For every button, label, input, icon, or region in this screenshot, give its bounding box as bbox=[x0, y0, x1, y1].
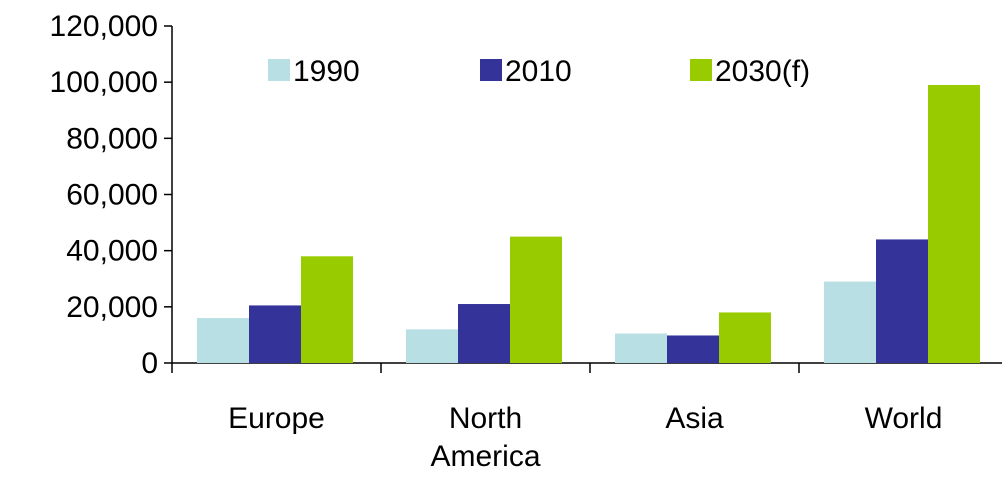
legend-swatch bbox=[268, 59, 290, 81]
x-category-label: Asia bbox=[665, 402, 724, 435]
legend-label: 2010 bbox=[505, 55, 572, 88]
y-tick-label: 100,000 bbox=[50, 66, 158, 99]
x-category-label: America bbox=[430, 440, 540, 473]
bar-2010-asia bbox=[667, 335, 719, 363]
x-category-label: North bbox=[449, 402, 522, 435]
bar-1990-asia bbox=[615, 333, 667, 363]
bar-2010-world bbox=[876, 239, 928, 363]
y-tick-label: 0 bbox=[141, 347, 158, 380]
bar-2030f-asia bbox=[719, 312, 771, 363]
y-tick-label: 20,000 bbox=[66, 291, 158, 324]
legend-label: 1990 bbox=[293, 55, 360, 88]
bar-2030f-north-america bbox=[510, 236, 562, 363]
legend-label: 2030(f) bbox=[715, 55, 810, 88]
bar-2030f-europe bbox=[301, 256, 353, 363]
y-tick-label: 120,000 bbox=[50, 10, 158, 43]
bars bbox=[197, 84, 980, 363]
y-tick-label: 40,000 bbox=[66, 235, 158, 268]
bar-1990-europe bbox=[197, 318, 249, 363]
legend: 1990 2010 2030(f) bbox=[268, 55, 810, 88]
y-tick-label: 60,000 bbox=[66, 179, 158, 212]
bar-1990-north-america bbox=[406, 329, 458, 363]
labels: 0 20,000 40,000 60,000 80,000 100,000 120,000 E… bbox=[0, 10, 942, 473]
x-category-label: Europe bbox=[228, 402, 325, 435]
legend-swatch bbox=[480, 59, 502, 81]
y-tick-label: 80,000 bbox=[66, 122, 158, 155]
bar-2010-europe bbox=[249, 305, 301, 363]
x-category-label: World bbox=[865, 402, 943, 435]
legend-swatch bbox=[690, 59, 712, 81]
edge-text-fragment: ) bbox=[0, 389, 2, 419]
bar-2010-north-america bbox=[458, 304, 510, 363]
bar-1990-world bbox=[824, 281, 876, 363]
bar-2030f-world bbox=[928, 84, 980, 363]
